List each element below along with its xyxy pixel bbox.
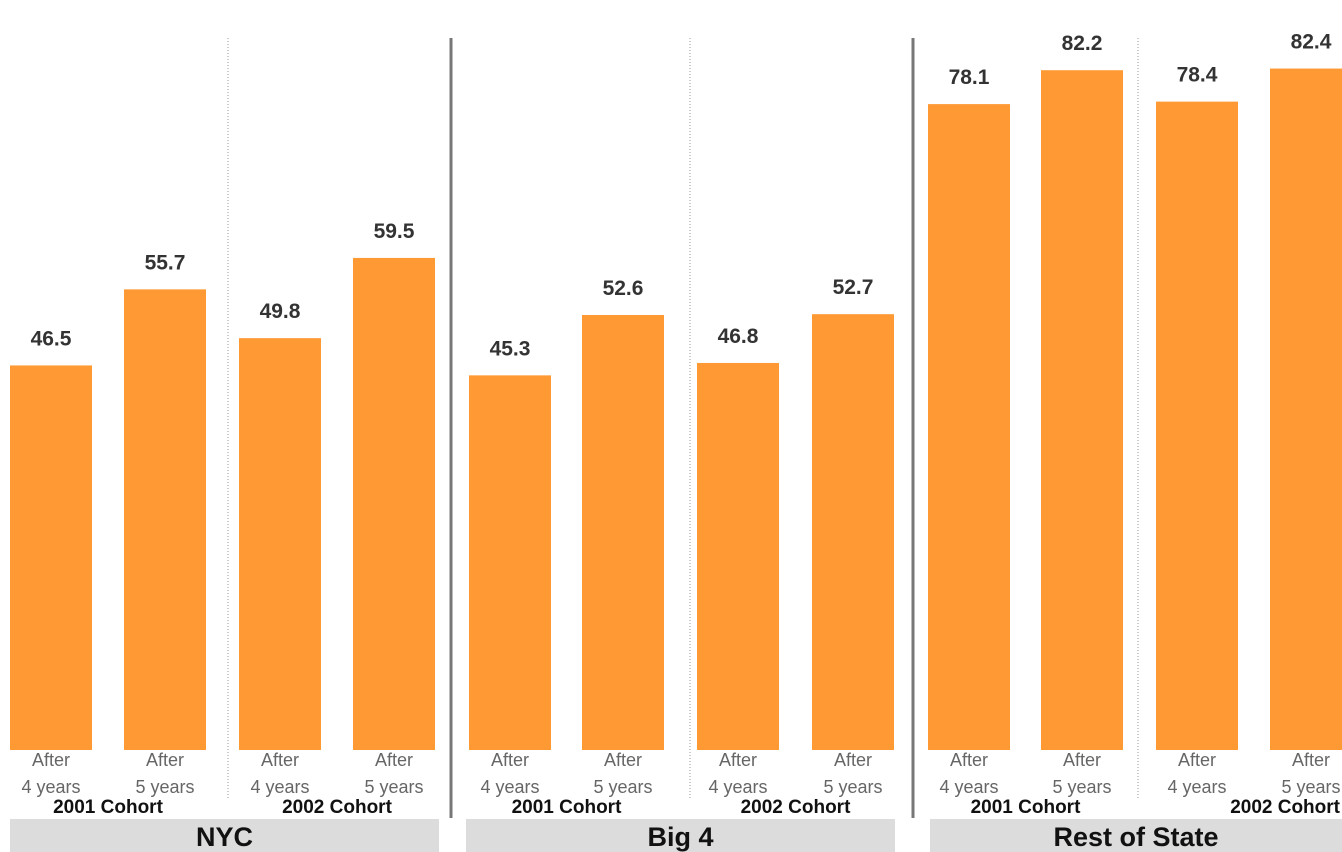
tick-label-years: 4 years	[1167, 777, 1226, 797]
bar-9	[928, 104, 1010, 751]
region-label-3: Rest of State	[1053, 822, 1218, 852]
bar-1	[10, 365, 92, 750]
tick-label-after: After	[950, 750, 988, 770]
value-label-2: 55.7	[145, 251, 186, 274]
tick-label-after: After	[32, 750, 70, 770]
tick-label-after: After	[261, 750, 299, 770]
value-label-10: 82.2	[1062, 32, 1103, 55]
tick-label-years: 5 years	[823, 777, 882, 797]
tick-label-years: 5 years	[135, 777, 194, 797]
cohort-label-6: 2002 Cohort	[1230, 797, 1340, 818]
cohort-label-5: 2001 Cohort	[971, 797, 1081, 818]
dividers	[227, 38, 1139, 818]
region-label-1: NYC	[196, 822, 253, 852]
tick-label-after: After	[1063, 750, 1101, 770]
value-label-8: 52.7	[833, 276, 874, 299]
cohort-label-4: 2002 Cohort	[741, 797, 851, 818]
tick-label-years: 5 years	[1052, 777, 1111, 797]
tick-label-after: After	[1292, 750, 1330, 770]
tick-label-years: 5 years	[593, 777, 652, 797]
tick-label-after: After	[375, 750, 413, 770]
bars	[10, 68, 1342, 751]
cohort-label-3: 2001 Cohort	[512, 797, 622, 818]
tick-label-years: 5 years	[364, 777, 423, 797]
value-label-3: 49.8	[260, 300, 301, 323]
value-label-4: 59.5	[374, 220, 415, 243]
bar-11	[1156, 101, 1238, 750]
tick-label-years: 4 years	[480, 777, 539, 797]
value-label-12: 82.4	[1291, 31, 1332, 54]
tick-label-after: After	[719, 750, 757, 770]
tick-label-after: After	[1178, 750, 1216, 770]
value-labels: 46.5 55.7 49.8 59.5 45.3 52.6 46.8 52.7 78.1 82.2…	[31, 31, 1332, 361]
tick-label-after: After	[146, 750, 184, 770]
tick-label-years: 4 years	[708, 777, 767, 797]
region-label-2: Big 4	[647, 822, 713, 852]
region-band-2	[466, 819, 895, 852]
bar-6	[582, 314, 664, 750]
region-band-3	[930, 819, 1342, 852]
bar-8	[812, 314, 894, 750]
bar-12	[1270, 68, 1342, 750]
tick-label-years: 4 years	[21, 777, 80, 797]
bar-3	[239, 338, 321, 750]
tick-label-after: After	[834, 750, 872, 770]
tick-label-after: After	[491, 750, 529, 770]
x-tick-labels: After 4 years After 5 years After 4 years Afte…	[21, 750, 1340, 797]
cohort-label-2: 2002 Cohort	[282, 797, 392, 818]
bar-2	[124, 289, 206, 750]
bar-5	[469, 375, 551, 750]
tick-label-years: 4 years	[250, 777, 309, 797]
region-bands: NYC Big 4 Rest of State	[10, 819, 1342, 852]
cohort-label-1: 2001 Cohort	[53, 797, 163, 818]
tick-label-years: 5 years	[1281, 777, 1340, 797]
bar-7	[697, 362, 779, 750]
value-label-9: 78.1	[949, 66, 990, 89]
bar-4	[353, 257, 435, 750]
value-label-1: 46.5	[31, 327, 72, 350]
value-label-5: 45.3	[490, 337, 531, 360]
value-label-11: 78.4	[1177, 64, 1218, 87]
cohort-labels: 2001 Cohort 2002 Cohort 2001 Cohort 2002 Co…	[53, 797, 1341, 818]
region-band-1	[10, 819, 439, 852]
value-label-7: 46.8	[718, 325, 759, 348]
tick-label-years: 4 years	[939, 777, 998, 797]
tick-label-after: After	[604, 750, 642, 770]
bar-10	[1041, 70, 1123, 751]
value-label-6: 52.6	[603, 277, 644, 300]
